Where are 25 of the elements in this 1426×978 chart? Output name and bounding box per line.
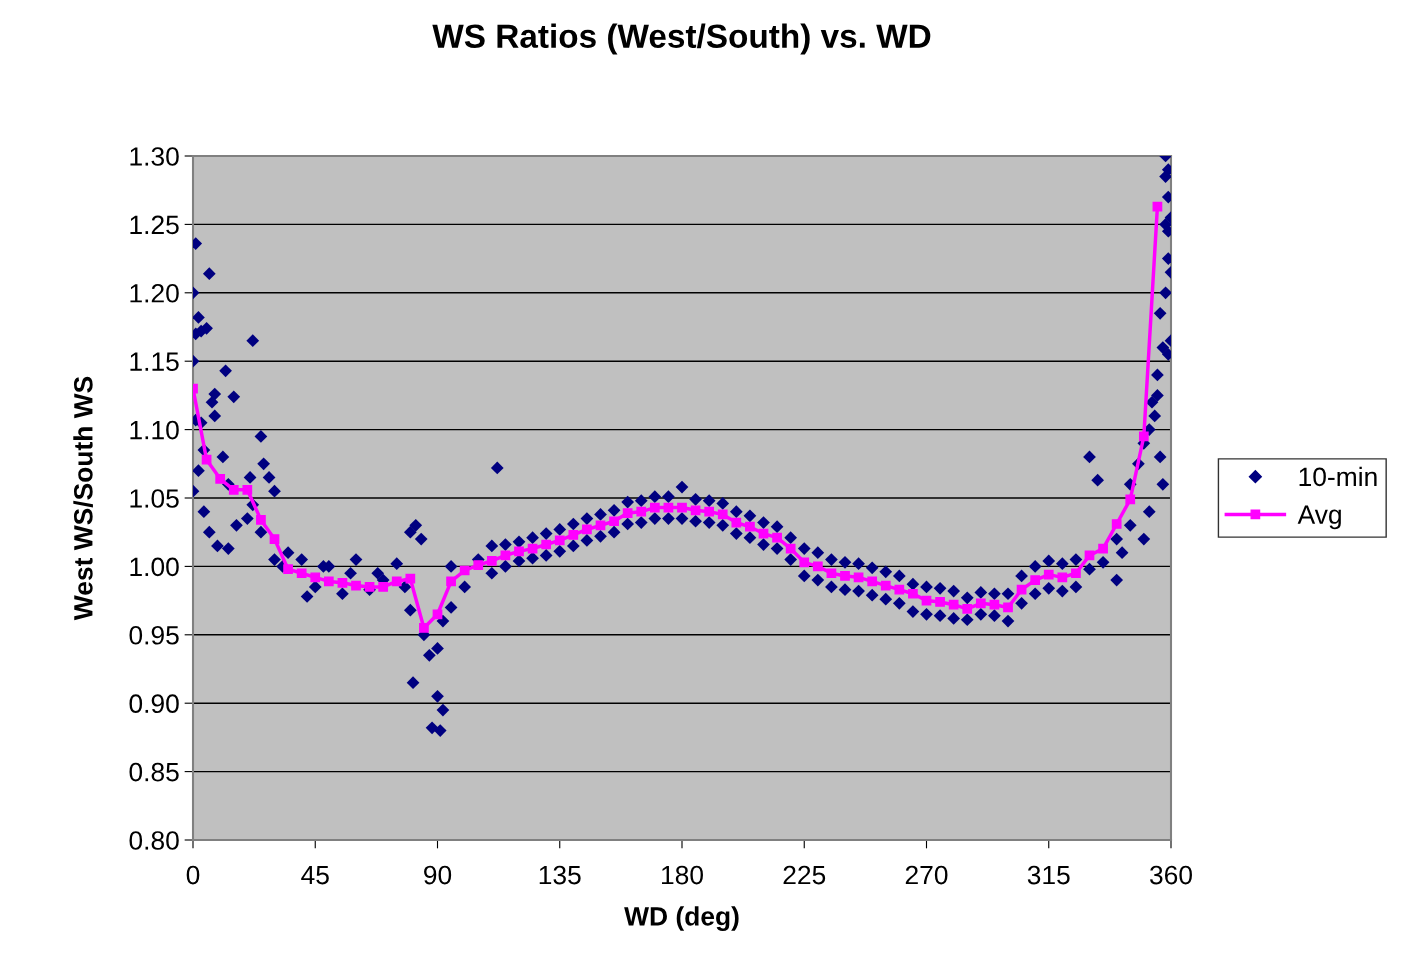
y-tick-label: 0.85	[129, 762, 179, 782]
legend-label: Avg	[1297, 505, 1341, 530]
x-tick-label: 45	[301, 865, 329, 885]
y-tick-label: 1.20	[130, 283, 179, 303]
x-tick-label: 315	[1027, 865, 1070, 885]
y-tick-label: 1.25	[130, 215, 179, 235]
x-tick-label: 180	[662, 865, 703, 885]
y-tick-label: 0.95	[129, 625, 179, 645]
y-tick-label: 0.90	[129, 694, 179, 714]
y-tick-label: 1.05	[130, 489, 179, 508]
y-tick-label: 0.80	[129, 831, 179, 850]
x-tick-label: 360	[1149, 865, 1192, 885]
x-axis-title: WD (deg)	[624, 906, 739, 931]
y-tick-label: 1.15	[130, 352, 179, 372]
x-tick-label: 225	[783, 865, 826, 885]
y-tick-label: 1.30	[130, 147, 179, 166]
y-tick-label: 1.00	[130, 557, 179, 577]
y-axis-title: West WS/South WS	[73, 376, 93, 621]
x-tick-label: 0	[186, 865, 200, 885]
x-tick-label: 135	[539, 865, 581, 885]
y-tick-label: 1.10	[130, 420, 179, 440]
legend-label: 10-min	[1299, 466, 1377, 487]
x-tick-label: 270	[905, 865, 948, 885]
x-tick-label: 90	[424, 865, 452, 885]
chart-title: WS Ratios (West/South) vs. WD	[432, 23, 931, 55]
